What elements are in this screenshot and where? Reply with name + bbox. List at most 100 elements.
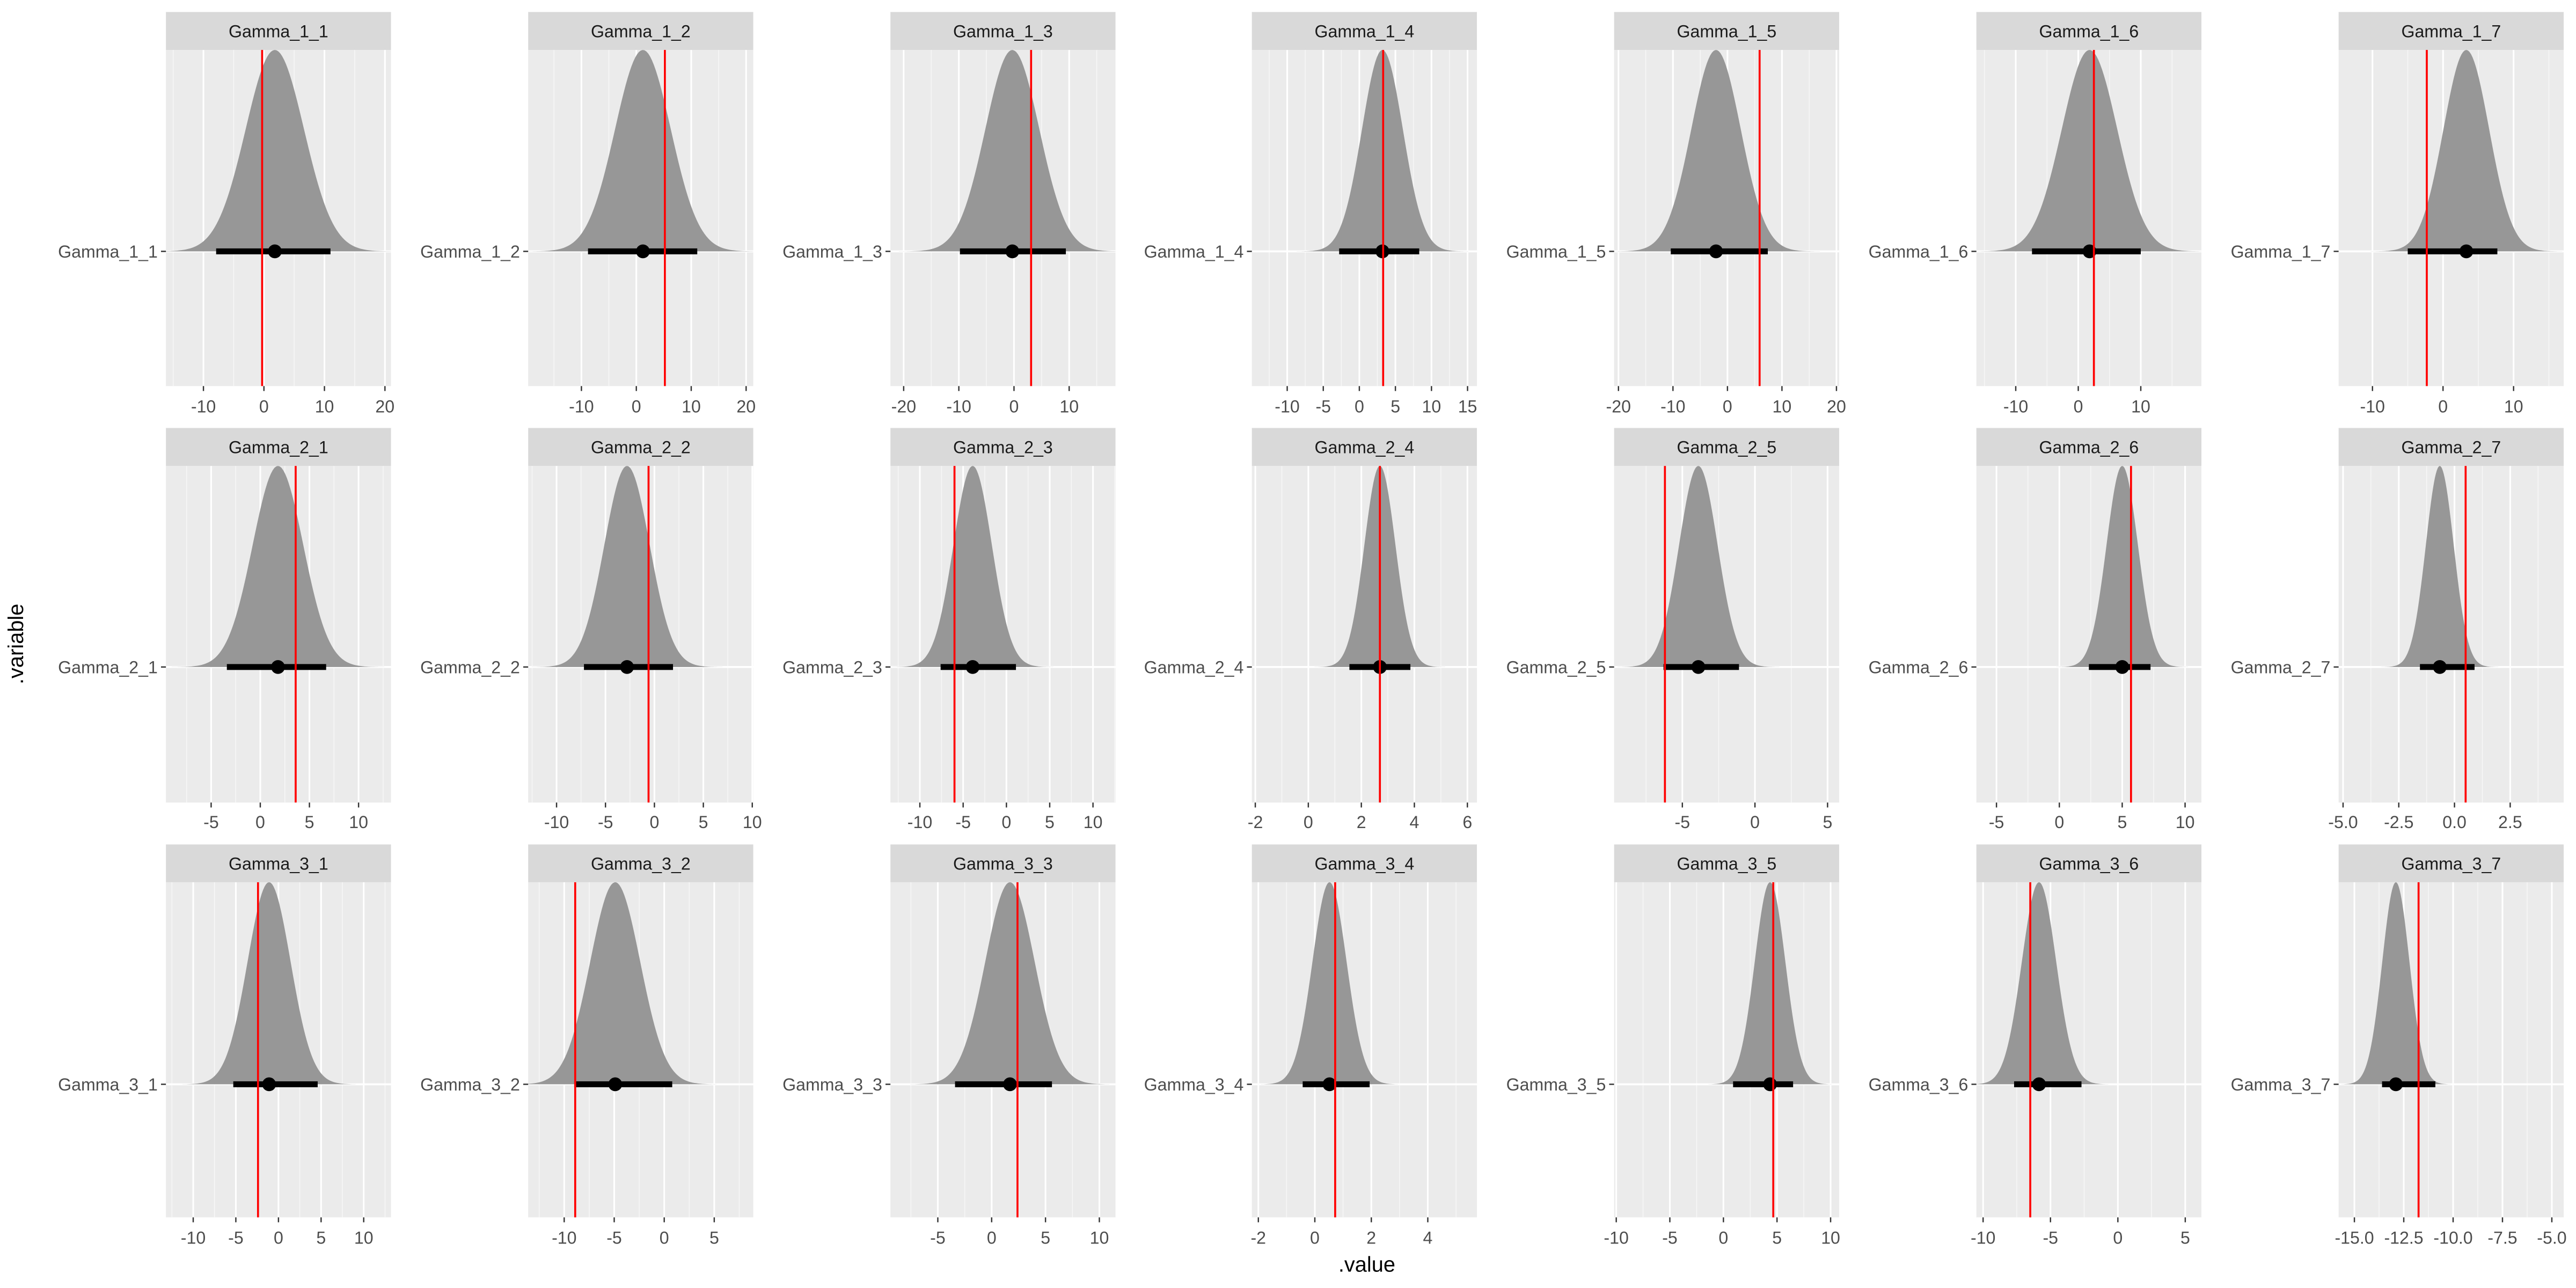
- x-tick-label: 4: [1423, 1228, 1433, 1247]
- x-tick-label: -5: [228, 1228, 244, 1247]
- facet-strip: [528, 428, 753, 466]
- median-point: [636, 244, 650, 259]
- x-tick-label: 0: [1750, 813, 1760, 832]
- x-tick-label: 0: [1310, 1228, 1320, 1247]
- x-tick-label: -10: [908, 813, 932, 832]
- facet-strip-label: Gamma_2_4: [1314, 437, 1414, 457]
- facet-strip-label: Gamma_3_2: [591, 854, 691, 873]
- x-tick-label: 0: [2113, 1228, 2123, 1247]
- x-tick-label: 10: [743, 813, 762, 832]
- x-tick-label: -5: [955, 813, 971, 832]
- x-tick-label: -20: [1606, 397, 1631, 416]
- y-tick-label: Gamma_3_3: [782, 1075, 882, 1094]
- x-tick-label: 10: [1084, 813, 1103, 832]
- y-tick-label: Gamma_3_6: [1869, 1075, 1968, 1094]
- density-area: [906, 882, 1114, 1085]
- y-tick-label: Gamma_2_3: [782, 657, 882, 677]
- facet-panel: Gamma_2_2 -10 -5 0 5 10 Gamma_2_2: [420, 428, 762, 832]
- facet-panel: Gamma_3_4 -2 0 2 4 Gamma_3_4: [1144, 844, 1477, 1247]
- facet-strip-label: Gamma_2_1: [229, 437, 328, 457]
- facet-strip-label: Gamma_1_4: [1314, 21, 1414, 41]
- y-tick-label: Gamma_2_6: [1869, 657, 1968, 677]
- x-tick-label: -10: [569, 397, 594, 416]
- median-point: [1322, 1077, 1337, 1092]
- median-point: [2389, 1077, 2403, 1092]
- x-tick-label: 0: [1723, 397, 1732, 416]
- x-tick-label: -5.0: [2537, 1228, 2566, 1247]
- x-tick-label: 0: [1304, 813, 1313, 832]
- x-tick-label: 2: [1357, 813, 1366, 832]
- density-area: [1706, 882, 1835, 1085]
- facet-strip-label: Gamma_1_6: [2039, 21, 2139, 41]
- x-tick-label: -5: [606, 1228, 622, 1247]
- facet-strip-label: Gamma_2_3: [953, 437, 1053, 457]
- facet-strip: [166, 428, 391, 466]
- x-tick-label: 0: [1718, 1228, 1728, 1247]
- x-tick-label: -10.0: [2433, 1228, 2472, 1247]
- facet-strip-label: Gamma_1_5: [1677, 21, 1776, 41]
- x-tick-label: 0: [259, 397, 269, 416]
- facet-strip: [890, 844, 1116, 882]
- x-tick-label: 6: [1462, 813, 1472, 832]
- facet-strip-label: Gamma_2_7: [2401, 437, 2501, 457]
- median-point: [965, 660, 980, 674]
- facet-strip-label: Gamma_3_7: [2401, 854, 2501, 873]
- facet-strip: [2338, 844, 2564, 882]
- facet-strip-label: Gamma_3_6: [2039, 854, 2139, 873]
- x-axis-title: .value: [1338, 1253, 1395, 1276]
- x-tick-label: 0: [1355, 397, 1364, 416]
- x-tick-label: -2.5: [2384, 813, 2413, 832]
- x-tick-label: 5: [2180, 1228, 2190, 1247]
- x-tick-label: -20: [891, 397, 916, 416]
- median-point: [1003, 1077, 1017, 1092]
- x-tick-label: -15.0: [2334, 1228, 2374, 1247]
- x-tick-label: -5: [1989, 813, 2004, 832]
- density-area: [2056, 466, 2189, 667]
- median-point: [2115, 660, 2129, 674]
- facet-strip: [890, 12, 1116, 50]
- x-tick-label: 0: [632, 397, 641, 416]
- x-tick-label: -5.0: [2328, 813, 2358, 832]
- facet-panel: Gamma_1_2 -10 0 10 20 Gamma_1_2: [420, 12, 756, 416]
- x-tick-label: -10: [1971, 1228, 1995, 1247]
- facet-strip: [2338, 12, 2564, 50]
- x-tick-label: 5: [709, 1228, 719, 1247]
- density-area: [892, 466, 1053, 667]
- x-tick-label: 10: [349, 813, 368, 832]
- facet-panel: Gamma_1_7 -10 0 10 Gamma_1_7: [2231, 12, 2564, 416]
- facet-strip: [166, 844, 391, 882]
- x-tick-label: 5: [305, 813, 314, 832]
- facet-strip: [1614, 428, 1840, 466]
- x-tick-label: 10: [1773, 397, 1792, 416]
- y-tick-label: Gamma_3_5: [1506, 1075, 1606, 1094]
- facet-panel: Gamma_2_5 -5 0 5 Gamma_2_5: [1506, 428, 1840, 832]
- x-tick-label: -10: [2003, 397, 2028, 416]
- facet-strip: [1614, 12, 1840, 50]
- facet-strip: [2338, 428, 2564, 466]
- x-tick-label: 0: [987, 1228, 997, 1247]
- facet-strip: [528, 844, 753, 882]
- x-tick-label: 10: [1821, 1228, 1840, 1247]
- facet-strip: [890, 428, 1116, 466]
- facet-panel: Gamma_2_6 -5 0 5 10 Gamma_2_6: [1869, 428, 2202, 832]
- x-tick-label: 10: [1059, 397, 1079, 416]
- facet-strip-label: Gamma_2_2: [591, 437, 691, 457]
- y-tick-label: Gamma_2_2: [420, 657, 520, 677]
- x-tick-label: 10: [2504, 397, 2523, 416]
- x-tick-label: -10: [544, 813, 569, 832]
- density-area: [1976, 882, 2111, 1085]
- x-tick-label: 5: [1772, 1228, 1782, 1247]
- density-area: [1614, 50, 1820, 252]
- median-point: [620, 660, 634, 674]
- y-tick-label: Gamma_2_7: [2231, 657, 2331, 677]
- facet-panel: Gamma_1_1 -10 0 10 20 Gamma_1_1: [58, 12, 394, 416]
- x-tick-label: -5: [1315, 397, 1331, 416]
- x-tick-label: -10: [1604, 1228, 1628, 1247]
- facet-strip-label: Gamma_2_5: [1677, 437, 1776, 457]
- x-tick-label: 4: [1410, 813, 1419, 832]
- median-point: [271, 660, 285, 674]
- median-point: [608, 1077, 623, 1092]
- facet-panel: Gamma_3_7 -15.0 -12.5 -10.0 -7.5 -5.0 Gamma_3_…: [2231, 844, 2567, 1247]
- facet-strip: [1614, 844, 1840, 882]
